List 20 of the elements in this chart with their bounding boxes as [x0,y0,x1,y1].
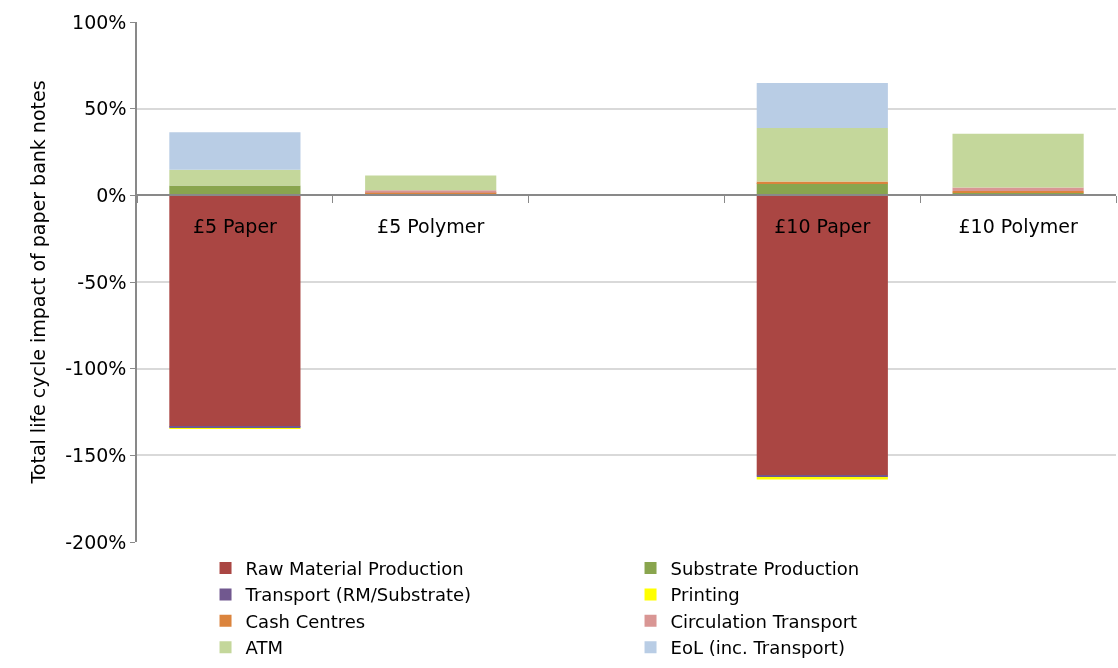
x-tick-label: £10 Polymer [958,214,1078,237]
legend-label: Raw Material Production [245,558,464,580]
y-axis-title: Total life cycle impact of paper bank notes [26,80,49,485]
y-tick-label: 100% [72,10,127,33]
legend-label: EoL (inc. Transport) [670,637,845,659]
y-tick-label: -50% [77,270,127,293]
y-tick-label: 0% [96,183,127,206]
y-tick-label: -200% [65,530,127,553]
legend-label: Printing [670,584,740,606]
x-tick-label: £5 Polymer [377,214,485,237]
y-tick-label: -150% [65,443,127,466]
legend-label: Cash Centres [245,610,366,632]
legend-label: Transport (RM/Substrate) [244,584,472,606]
x-tick-label: £5 Paper [192,214,278,237]
legend-label: Substrate Production [670,558,860,580]
y-tick-label: 50% [84,97,127,120]
legend-label: ATM [245,637,283,659]
y-tick-label: -100% [65,357,127,380]
legend-label: Circulation Transport [670,610,858,632]
x-tick-label: £10 Paper [774,214,871,237]
